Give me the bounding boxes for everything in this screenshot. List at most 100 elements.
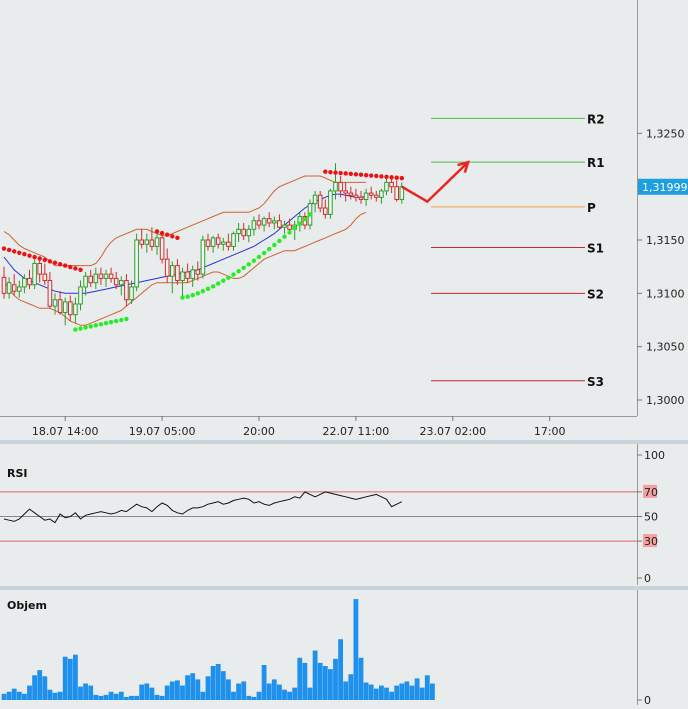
time-tick-label: 17:00 (534, 425, 566, 438)
time-tick-label: 20:00 (243, 425, 275, 438)
psar-dot (32, 254, 37, 260)
panel-separator-2[interactable] (0, 586, 688, 590)
candle-body (57, 299, 63, 314)
projection-arrowhead (457, 160, 470, 174)
psar-dot (6, 247, 12, 253)
rsi-panel[interactable]: RSI 100 70 50 30 0 (0, 444, 665, 585)
psar-dot (353, 172, 359, 177)
volume-bar (185, 675, 190, 700)
psar-dot (108, 319, 114, 325)
psar-dot (1, 246, 7, 251)
volume-bar (312, 650, 318, 700)
volume-bar (317, 662, 323, 700)
candle-body (343, 190, 348, 194)
candle-body (103, 273, 109, 279)
psar-dot (12, 249, 17, 254)
candle-body (22, 277, 27, 288)
volume-bar (256, 691, 262, 700)
volume-bar (88, 685, 94, 700)
candle-body (287, 224, 292, 230)
time-axis[interactable]: 18.07 14:00 19.07 05:00 20:00 22.07 11:00 23… (32, 416, 566, 438)
candle-body (221, 241, 226, 245)
candle-body (368, 192, 374, 196)
volume-bar (215, 663, 221, 700)
volume-axis[interactable]: 0 (637, 694, 651, 707)
candle-body (164, 258, 170, 277)
volume-bar (124, 696, 129, 700)
candle-body (93, 273, 99, 284)
volume-bar (27, 685, 32, 700)
candle-body (323, 207, 328, 215)
candle-body (37, 262, 43, 275)
volume-bar (190, 673, 196, 700)
candle-body (159, 237, 165, 260)
volume-bar (1, 693, 7, 700)
psar-dot (302, 216, 308, 222)
candle-body (11, 284, 17, 292)
psar-dot (159, 230, 165, 236)
psar-dot (114, 318, 119, 324)
candle-body (180, 271, 185, 282)
candle-body (266, 218, 272, 224)
candle-body (17, 286, 22, 292)
candle-body (149, 239, 155, 247)
volume-bar (430, 683, 435, 700)
volume-bar (302, 662, 308, 700)
volume-bar (220, 671, 226, 700)
volume-bar (373, 688, 379, 700)
candle-body (200, 239, 206, 275)
volume-bar (348, 674, 354, 700)
volume-bar (37, 670, 43, 700)
psar-dot (272, 242, 277, 248)
rsi-panel-background (0, 444, 637, 585)
psar-dot (226, 275, 231, 280)
volume-bar (271, 679, 277, 700)
psar-dot (88, 324, 93, 329)
price-tick-label: 1,3000 (646, 394, 685, 407)
candle-body (32, 262, 37, 286)
volume-bar (333, 658, 338, 700)
volume-bar (251, 696, 257, 700)
volume-bar (103, 694, 109, 700)
volume-bar (409, 685, 415, 700)
volume-bar (32, 675, 37, 700)
psar-dot (170, 234, 175, 239)
candle-body (353, 194, 359, 198)
rsi-tick-label: 100 (644, 449, 665, 462)
sma-line (3, 193, 367, 294)
volume-bar (424, 675, 430, 700)
volume-bar (195, 679, 201, 700)
rsi-title: RSI (7, 467, 28, 480)
candle-body (210, 237, 216, 247)
rsi-axis[interactable]: 100 70 50 30 0 (637, 449, 665, 585)
volume-bar (399, 683, 405, 700)
volume-panel[interactable]: Objem 0 (0, 590, 651, 707)
psar-dot (251, 258, 257, 263)
candle-body (261, 218, 267, 226)
volume-bar (159, 695, 165, 700)
psar-dot (379, 174, 384, 179)
psar-dot (78, 326, 83, 331)
volume-bar (11, 688, 17, 700)
candle-body (384, 181, 389, 192)
candle-body (317, 194, 323, 209)
psar-dot (165, 232, 170, 237)
candle-body (231, 233, 236, 247)
panel-separator[interactable] (0, 440, 688, 444)
candle-body (42, 273, 48, 282)
psar-dot (246, 262, 251, 267)
psar-dot (292, 225, 297, 231)
psar-dot (277, 238, 282, 244)
candle-body (338, 181, 343, 192)
psar-dot (17, 250, 22, 255)
parabolic-sar (1, 169, 404, 332)
candle-body (154, 237, 160, 247)
volume-bar (73, 654, 78, 700)
volume-title: Objem (7, 599, 47, 612)
volume-bar (328, 669, 333, 700)
level-label-s2: S2 (587, 287, 604, 301)
psar-dot (124, 316, 129, 322)
